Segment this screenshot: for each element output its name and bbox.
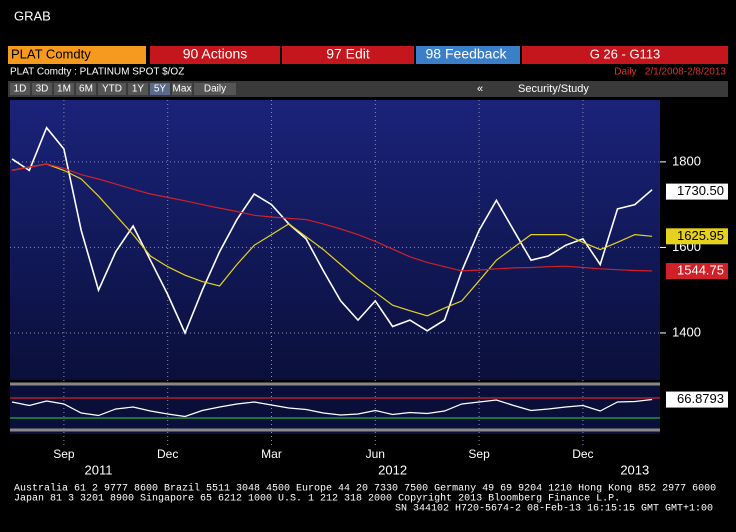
last-value-label: 66.8793 — [677, 391, 724, 406]
x-tick-label: Sep — [468, 447, 490, 461]
page-box — [522, 46, 728, 64]
range-button[interactable] — [10, 83, 30, 95]
date-range: Daily 2/1/2008-2/8/2013 — [614, 67, 726, 78]
x-tick-label: Jun — [366, 447, 385, 461]
edit-button[interactable] — [282, 46, 414, 64]
range-button[interactable] — [194, 83, 236, 95]
range-button[interactable] — [32, 83, 52, 95]
last-value-tag — [666, 183, 728, 200]
range-button-label[interactable]: 1M — [57, 84, 71, 95]
x-tick-label: Dec — [572, 447, 593, 461]
description: PLAT Comdty : PLATINUM SPOT $/OZ — [10, 67, 184, 78]
ticker-box[interactable] — [8, 46, 146, 64]
range-button[interactable] — [76, 83, 96, 95]
actions-label[interactable]: 90 Actions — [183, 46, 248, 62]
last-value-label: 1730.50 — [677, 183, 724, 198]
range-button-label[interactable]: Max — [173, 84, 192, 95]
series-line — [11, 163, 653, 317]
ticker[interactable]: PLAT Comdty — [11, 46, 91, 61]
last-value-tag — [666, 391, 728, 408]
series-line — [11, 398, 653, 418]
range-button[interactable] — [98, 83, 126, 95]
window-title: GRAB — [14, 8, 51, 23]
y-tick-label: 1400 — [672, 324, 701, 339]
last-value-label: 1544.75 — [677, 262, 724, 277]
series-line — [11, 126, 653, 336]
year-label: 2013 — [620, 462, 649, 477]
indicator-area — [10, 384, 660, 434]
collapse-button[interactable]: « — [477, 83, 483, 95]
range-button[interactable] — [54, 83, 74, 95]
footer-line: Australia 61 2 9777 8600 Brazil 5511 304… — [14, 483, 716, 495]
last-value-label: 1625.95 — [677, 228, 724, 243]
range-button[interactable] — [172, 83, 192, 95]
range-button[interactable] — [128, 83, 148, 95]
range-button-label[interactable]: 1D — [14, 84, 27, 95]
y-tick-label: 1800 — [672, 153, 701, 168]
footer-line: Japan 81 3 3201 8900 Singapore 65 6212 1… — [14, 493, 620, 505]
feedback-label[interactable]: 98 Feedback — [426, 46, 508, 62]
series-line — [11, 163, 653, 272]
range-button-label[interactable]: 3D — [36, 84, 49, 95]
year-label: 2011 — [85, 462, 113, 477]
feedback-button[interactable] — [416, 46, 520, 64]
range-button-label[interactable]: 1Y — [132, 84, 145, 95]
x-tick-label: Mar — [261, 447, 282, 461]
page-label: G 26 - G113 — [590, 46, 661, 61]
last-value-tag — [666, 263, 728, 280]
range-button[interactable] — [150, 83, 170, 95]
actions-button[interactable] — [150, 46, 280, 64]
edit-label[interactable]: 97 Edit — [326, 46, 370, 62]
x-tick-label: Sep — [53, 447, 75, 461]
year-label: 2012 — [378, 462, 407, 477]
range-button-label[interactable]: Daily — [204, 84, 226, 95]
range-button-label[interactable]: 5Y — [154, 84, 167, 95]
last-value-tag — [666, 228, 728, 245]
range-button-label[interactable]: 6M — [79, 84, 93, 95]
range-button-label[interactable]: YTD — [102, 84, 122, 95]
x-tick-label: Dec — [157, 447, 178, 461]
study-button[interactable]: Security/Study — [518, 83, 589, 95]
footer-line: SN 344102 H720-5674-2 08-Feb-13 16:15:15… — [395, 503, 713, 515]
plot-area — [10, 100, 660, 380]
